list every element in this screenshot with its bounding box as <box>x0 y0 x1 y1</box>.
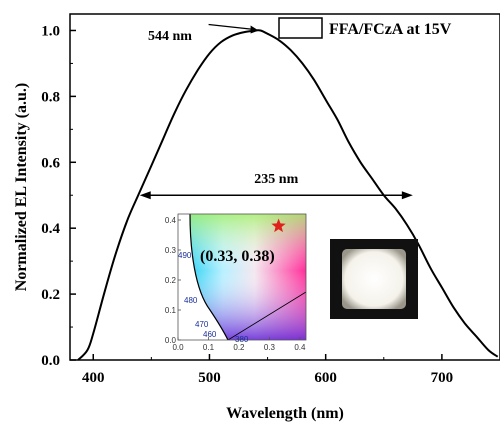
cie-y-tick-label: 0.1 <box>165 306 177 315</box>
cie-inset-frame <box>177 213 307 341</box>
legend-label: FFA/FCzA at 15V <box>329 21 452 38</box>
y-tick-label: 0.0 <box>41 353 60 369</box>
cie-x-tick-label: 0.3 <box>264 343 276 352</box>
y-axis-title: Normalized EL Intensity (a.u.) <box>13 83 30 291</box>
x-tick-label: 600 <box>314 370 337 386</box>
x-tick-label: 700 <box>431 370 454 386</box>
cie-coordinate-label: (0.33, 0.38) <box>200 248 275 265</box>
legend-swatch <box>278 17 323 39</box>
device-emission-square <box>342 249 406 309</box>
cie-x-tick-label: 0.2 <box>233 343 245 352</box>
legend: FFA/FCzA at 15V <box>278 17 452 39</box>
cie-x-tick-label: 0.4 <box>294 343 306 352</box>
cie-outside-locus <box>178 214 228 340</box>
y-tick-label: 0.4 <box>41 221 60 237</box>
cie-y-tick-label: 0.2 <box>165 276 177 285</box>
cie-x-tick-label: 0.0 <box>172 343 184 352</box>
series-line-ffa-fcza <box>77 29 499 361</box>
peak-annotation-arrow <box>208 23 255 31</box>
y-tick-label: 0.6 <box>41 155 60 171</box>
cie-locus-label-480: 480 <box>184 296 198 305</box>
x-tick-label: 400 <box>82 370 105 386</box>
cie-locus-label-460: 460 <box>203 330 217 339</box>
fwhm-arrow-head-left <box>139 191 151 200</box>
cie-inset: 0.0 0.1 0.2 0.3 0.4 0.00.10.20.30.4 490 480 … <box>165 213 307 352</box>
cie-y-axis: 0.0 0.1 0.2 0.3 0.4 <box>165 216 181 345</box>
cie-locus-label-490: 490 <box>178 251 192 260</box>
cie-x-tick-label: 0.1 <box>203 343 215 352</box>
fwhm-arrow-head-right <box>401 191 413 200</box>
x-axis-title: Wavelength (nm) <box>226 405 344 422</box>
fwhm-annotation-label: 235 nm <box>254 172 298 187</box>
cie-y-tick-label: 0.0 <box>165 336 177 345</box>
cie-locus-label-470: 470 <box>195 320 209 329</box>
y-axis: 0.0 0.2 0.4 0.6 0.8 1.0 <box>41 23 76 369</box>
peak-arrow-head <box>250 25 259 34</box>
y-tick-label: 0.8 <box>41 89 60 105</box>
cie-purple-line <box>227 291 306 340</box>
x-tick-label: 500 <box>198 370 221 386</box>
device-photo-inset <box>330 239 418 319</box>
x-axis: 400 500 600 700 <box>82 354 500 386</box>
cie-spectral-locus <box>189 214 229 340</box>
y-tick-label: 1.0 <box>41 23 60 39</box>
cie-point-star-marker <box>271 218 286 233</box>
cie-y-tick-label: 0.3 <box>165 246 177 255</box>
cie-locus-label-380: 380 <box>235 335 249 344</box>
plot-frame <box>69 13 500 361</box>
cie-x-axis: 0.0 0.1 0.2 0.3 0.4 <box>172 337 306 352</box>
peak-annotation-label: 544 nm <box>148 29 192 44</box>
y-tick-label: 0.2 <box>41 287 60 303</box>
cie-y-tick-label: 0.4 <box>165 216 177 225</box>
